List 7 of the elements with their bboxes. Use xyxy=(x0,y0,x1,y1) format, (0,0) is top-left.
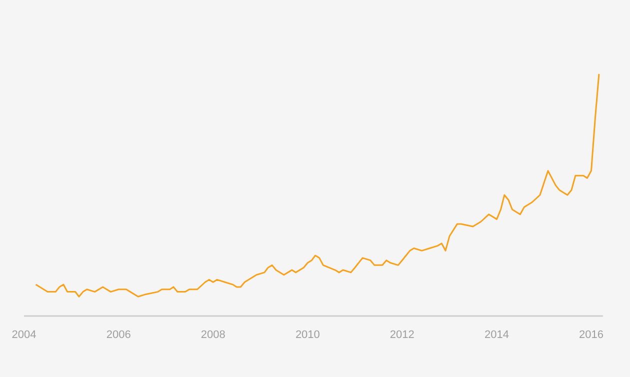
x-tick-label: 2008 xyxy=(200,328,226,341)
x-tick-label: 2016 xyxy=(578,328,604,341)
x-tick-label: 2014 xyxy=(484,328,509,341)
x-tick-label: 2004 xyxy=(12,328,36,341)
x-tick-label: 2012 xyxy=(390,328,414,341)
x-tick-label: 2006 xyxy=(106,328,131,341)
x-tick-label: 2010 xyxy=(295,328,320,341)
